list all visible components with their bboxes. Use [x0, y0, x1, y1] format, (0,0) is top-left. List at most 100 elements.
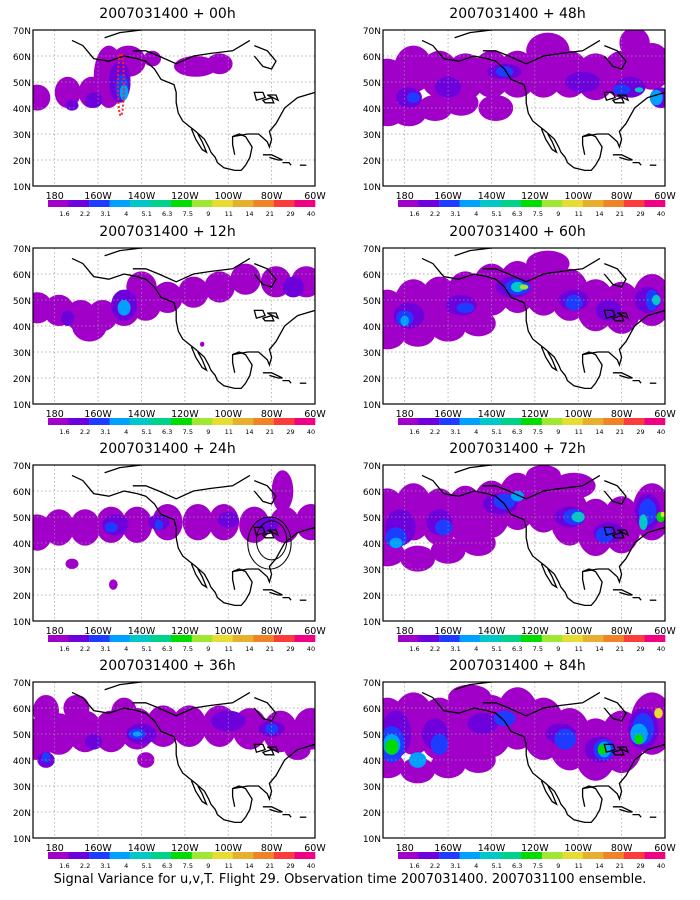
colorbar-level-label: 21: [266, 645, 274, 653]
colorbar-swatch: [109, 200, 131, 207]
lon-tick-label: 120W: [521, 626, 549, 637]
colorbar: 1.6 2.2 3.1 4 5.1 6.3 7.5 9 11 14 21 29 40: [48, 418, 316, 436]
colorbar-level-label: 6.3: [162, 862, 172, 870]
colorbar-swatch: [68, 635, 90, 642]
colorbar-level-label: 40: [657, 210, 665, 218]
plot-frame: [382, 681, 666, 839]
colorbar-level-label: 4: [124, 862, 128, 870]
colorbar-swatch: [459, 635, 481, 642]
colorbar: 1.6 2.2 3.1 4 5.1 6.3 7.5 9 11 14 21 29 40: [48, 852, 316, 870]
colorbar-swatch: [500, 635, 522, 642]
lat-tick-label: 50N: [13, 731, 31, 741]
gridlines: [33, 248, 315, 404]
colorbar-level-label: 1.6: [409, 645, 419, 653]
colorbar-level-label: 2.2: [80, 862, 90, 870]
colorbar-level-label: 21: [266, 210, 274, 218]
colorbar-level-label: 6.3: [162, 210, 172, 218]
lat-tick-label: 30N: [363, 783, 381, 793]
lon-tick-label: 80W: [611, 191, 633, 202]
lat-tick-label: 40N: [13, 105, 31, 115]
colorbar-swatch: [130, 200, 151, 207]
colorbar: 1.6 2.2 3.1 4 5.1 6.3 7.5 9 11 14 21 29 40: [398, 200, 666, 218]
colorbar-level-label: 4: [474, 645, 478, 653]
colorbar-level-label: 14: [245, 210, 253, 218]
lon-tick-label: 140W: [128, 626, 156, 637]
colorbar-level-label: 3.1: [450, 210, 460, 218]
lon-tick-label: 100W: [214, 191, 242, 202]
map-plot: 10N 20N 30N 40N 50N 60N 70N 180 160W 140W 120W 100W…: [363, 679, 677, 870]
colorbar-level-label: 5.1: [142, 862, 152, 870]
colorbar-swatch: [541, 635, 563, 642]
lat-tick-label: 10N: [13, 183, 31, 193]
colorbar-swatch: [232, 418, 254, 425]
lat-tick-label: 40N: [363, 105, 381, 115]
colorbar-swatch: [273, 418, 295, 425]
lon-tick-label: 180: [46, 191, 64, 202]
lat-tick-label: 70N: [363, 27, 381, 37]
map-plot: 10N 20N 30N 40N 50N 60N 70N 180 160W 140W 120W 100W…: [363, 27, 677, 218]
colorbar-level-label: 7.5: [533, 210, 543, 218]
colorbar-swatch: [480, 635, 501, 642]
colorbar-swatch: [644, 635, 666, 642]
colorbar-level-label: 3.1: [450, 428, 460, 436]
colorbar-level-label: 4: [124, 645, 128, 653]
panel-title: 2007031400 + 12h: [99, 224, 236, 240]
colorbar-swatch: [48, 852, 69, 859]
map-panel-24h: 2007031400 + 24h 10N 20N 30N 40N 50N 60N 70N 18…: [0, 435, 335, 655]
colorbar-swatch: [480, 418, 501, 425]
lat-tick-label: 40N: [13, 540, 31, 550]
lat-tick-label: 10N: [13, 835, 31, 845]
colorbar-level-label: 3.1: [450, 862, 460, 870]
colorbar-swatch: [48, 200, 69, 207]
colorbar-swatch: [582, 200, 604, 207]
lon-tick-label: 60W: [654, 843, 676, 854]
colorbar-level-label: 9: [206, 862, 210, 870]
map-plot: 10N 20N 30N 40N 50N 60N 70N 180 160W 140W 120W 100W…: [363, 245, 677, 436]
colorbar-level-label: 9: [206, 210, 210, 218]
lat-tick-label: 70N: [363, 245, 381, 255]
colorbar-level-label: 9: [206, 645, 210, 653]
lon-tick-label: 160W: [84, 843, 112, 854]
lon-tick-label: 160W: [84, 191, 112, 202]
lon-tick-label: 80W: [261, 843, 283, 854]
colorbar-swatch: [541, 418, 563, 425]
colorbar-swatch: [582, 635, 604, 642]
colorbar-swatch: [253, 852, 275, 859]
colorbar-level-label: 6.3: [162, 645, 172, 653]
plot-frame: [32, 247, 316, 405]
coastline: [71, 465, 315, 607]
colorbar-level-label: 2.2: [80, 645, 90, 653]
colorbar-level-label: 29: [286, 645, 294, 653]
lat-tick-label: 10N: [363, 835, 381, 845]
lat-tick-label: 30N: [13, 566, 31, 576]
colorbar-swatch: [500, 200, 522, 207]
colorbar-swatch: [644, 418, 666, 425]
lon-tick-label: 180: [46, 626, 64, 637]
colorbar-level-label: 11: [575, 428, 583, 436]
lat-tick-label: 50N: [13, 514, 31, 524]
colorbar-level-label: 1.6: [59, 862, 69, 870]
map-plot: 10N 20N 30N 40N 50N 60N 70N 180 160W 140W 120W 100W…: [13, 679, 327, 870]
colorbar-swatch: [294, 418, 316, 425]
lon-tick-label: 100W: [214, 409, 242, 420]
colorbar-swatch: [480, 852, 501, 859]
lat-tick-label: 70N: [13, 462, 31, 472]
colorbar-swatch: [418, 418, 440, 425]
map-plot: 10N 20N 30N 40N 50N 60N 70N 180 160W 140W 120W 100W…: [363, 462, 677, 653]
colorbar-swatch: [623, 418, 645, 425]
colorbar-level-label: 1.6: [409, 428, 419, 436]
colorbar-swatch: [232, 635, 254, 642]
lon-tick-label: 140W: [478, 409, 506, 420]
panel-title: 2007031400 + 00h: [99, 6, 236, 22]
colorbar-level-label: 14: [595, 862, 603, 870]
coastline: [71, 682, 315, 824]
lat-tick-label: 40N: [13, 757, 31, 767]
lon-tick-label: 60W: [304, 191, 326, 202]
colorbar-level-label: 40: [307, 428, 315, 436]
colorbar-swatch: [212, 418, 234, 425]
colorbar-swatch: [459, 200, 481, 207]
lon-tick-label: 140W: [128, 843, 156, 854]
colorbar-level-label: 2.2: [80, 428, 90, 436]
lat-tick-label: 20N: [363, 157, 381, 167]
lat-tick-label: 70N: [363, 679, 381, 689]
